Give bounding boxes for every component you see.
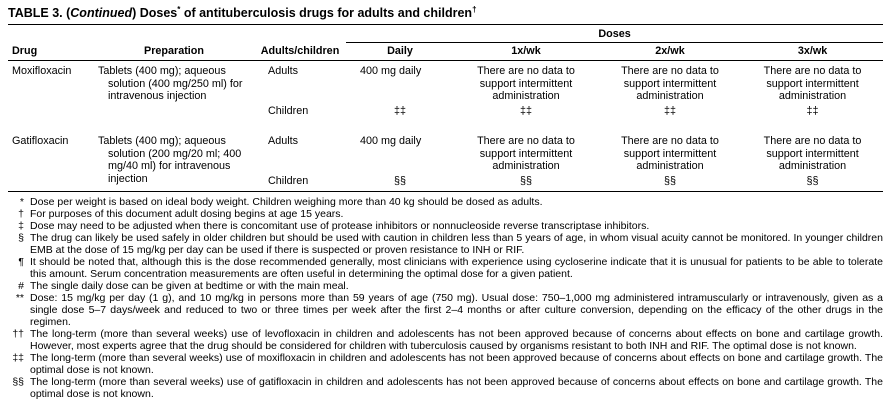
footnote-text: It should be noted that, although this i… <box>30 256 883 280</box>
dose-3x-wk-cell: ‡‡ <box>806 104 819 117</box>
footnote: †† The long-term (more than several week… <box>8 328 883 352</box>
table-title: TABLE 3. (Continued) Doses* of antituber… <box>8 4 883 24</box>
title-part: TABLE 3. ( <box>8 6 71 20</box>
footnote-marker-asterisk: * <box>177 4 181 14</box>
footnote: ‡ Dose may need to be adjusted when ther… <box>8 220 883 232</box>
footnote-text: The long-term (more than several weeks) … <box>30 328 883 352</box>
footnote-text: Dose may need to be adjusted when there … <box>30 220 650 232</box>
dose-1x-wk-cell: ‡‡ <box>519 104 532 117</box>
group-label: Children <box>268 104 309 117</box>
header-row-group: Drug Preparation Adults/children Doses <box>8 24 884 61</box>
footnote-marker: §§ <box>12 376 24 388</box>
footnote-marker: § <box>18 232 24 244</box>
footnote: §§ The long-term (more than several week… <box>8 376 883 400</box>
dose-daily-cell: §§ <box>393 174 406 187</box>
dose-1x-wk-cell: There are no data to support intermitten… <box>477 135 575 172</box>
table-row: Moxifloxacin Tablets (400 mg); aqueous s… <box>8 61 883 104</box>
footnote-text: Dose per weight is based on ideal body w… <box>30 196 543 208</box>
column-header-1x-wk: 1x/wk <box>454 42 598 61</box>
dose-daily-cell: 400 mg daily <box>360 135 422 147</box>
doses-table: Drug Preparation Adults/children Doses D… <box>8 24 884 192</box>
drug-name: Gatifloxacin <box>12 135 69 147</box>
footnote-text: Dose: 15 mg/kg per day (1 g), and 10 mg/… <box>30 292 883 328</box>
table-row: Gatifloxacin Tablets (400 mg); aqueous s… <box>8 121 883 185</box>
table-row: Children §§ §§ §§ §§ <box>8 174 883 192</box>
dose-2x-wk-cell: ‡‡ <box>663 104 676 117</box>
footnote: ‡‡ The long-term (more than several week… <box>8 352 883 376</box>
dose-daily-cell: ‡‡ <box>393 104 406 117</box>
footnote-marker: ** <box>15 292 24 304</box>
title-part: ) Doses <box>132 6 178 20</box>
dose-2x-wk-cell: §§ <box>663 174 676 187</box>
footnote-text: The drug can likely be used safely in ol… <box>30 232 883 256</box>
footnotes-section: * Dose per weight is based on ideal body… <box>8 192 883 400</box>
footnote-text: The long-term (more than several weeks) … <box>30 352 883 376</box>
column-header-2x-wk: 2x/wk <box>598 42 742 61</box>
footnote: † For purposes of this document adult do… <box>8 208 883 220</box>
dose-2x-wk-cell: There are no data to support intermitten… <box>621 135 719 172</box>
group-label: Adults <box>268 135 299 147</box>
title-part: of antituberculosis drugs for adults and… <box>180 6 473 20</box>
title-continued: Continued <box>70 6 133 20</box>
footnote-text: The long-term (more than several weeks) … <box>30 376 883 400</box>
footnote: # The single daily dose can be given at … <box>8 280 883 292</box>
dose-3x-wk-cell: There are no data to support intermitten… <box>763 135 862 172</box>
footnote-text: The single daily dose can be given at be… <box>30 280 349 292</box>
dose-3x-wk-cell: §§ <box>806 174 819 187</box>
footnote-marker: † <box>18 208 24 220</box>
dose-3x-wk-cell: There are no data to support intermitten… <box>763 65 862 102</box>
column-header-drug: Drug <box>8 24 94 61</box>
group-label: Adults <box>268 65 299 77</box>
footnote: ¶ It should be noted that, although this… <box>8 256 883 280</box>
footnote-marker: ‡‡ <box>12 352 24 364</box>
column-group-header-doses: Doses <box>346 24 884 43</box>
drug-name: Moxifloxacin <box>12 65 72 77</box>
preparation-text: Tablets (400 mg); aqueous solution (400 … <box>98 65 243 102</box>
footnote: ** Dose: 15 mg/kg per day (1 g), and 10 … <box>8 292 883 328</box>
footnote-marker: * <box>19 196 24 208</box>
column-header-adults-children: Adults/children <box>254 24 346 61</box>
preparation-text: Tablets (400 mg); aqueous solution (200 … <box>98 135 242 185</box>
footnote: * Dose per weight is based on ideal body… <box>8 196 883 208</box>
dose-1x-wk-cell: There are no data to support intermitten… <box>477 65 575 102</box>
footnote-marker: †† <box>12 328 24 340</box>
footnote-text: For purposes of this document adult dosi… <box>30 208 344 220</box>
table-row: Children ‡‡ ‡‡ ‡‡ ‡‡ <box>8 104 883 122</box>
footnote-marker: # <box>18 280 24 292</box>
footnote: § The drug can likely be used safely in … <box>8 232 883 256</box>
column-header-daily: Daily <box>346 42 454 61</box>
dose-daily-cell: 400 mg daily <box>360 65 422 77</box>
footnote-marker: ¶ <box>18 256 24 268</box>
column-header-3x-wk: 3x/wk <box>742 42 884 61</box>
footnote-marker-dagger: † <box>472 4 477 14</box>
dose-2x-wk-cell: There are no data to support intermitten… <box>621 65 719 102</box>
header-row-columns: Daily 1x/wk 2x/wk 3x/wk <box>8 42 884 61</box>
group-label: Children <box>268 174 309 187</box>
dose-1x-wk-cell: §§ <box>519 174 532 187</box>
footnote-marker: ‡ <box>18 220 24 232</box>
column-header-preparation: Preparation <box>94 24 254 61</box>
